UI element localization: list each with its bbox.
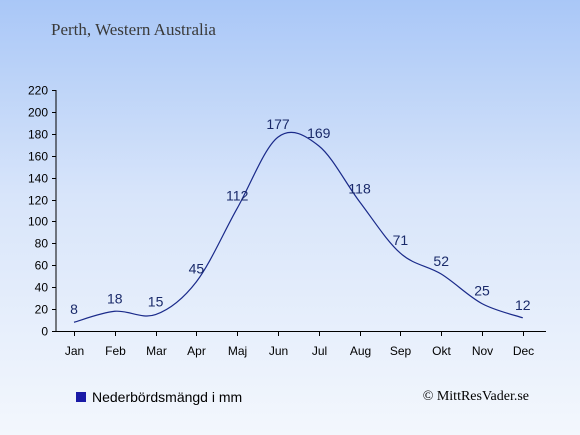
y-tick-label: 60 [35, 259, 49, 273]
data-label: 8 [70, 301, 78, 317]
y-tick-label: 40 [35, 281, 49, 295]
x-tick-label: Sep [390, 344, 412, 358]
y-tick-label: 20 [35, 303, 49, 317]
data-label: 52 [433, 253, 449, 269]
legend: Nederbördsmängd i mm [76, 389, 242, 405]
data-label: 45 [189, 261, 205, 277]
data-label: 12 [515, 297, 531, 313]
series-line [73, 131, 523, 323]
x-tick-label: Maj [228, 344, 247, 358]
y-tick-label: 200 [28, 106, 48, 120]
chart-title: Perth, Western Australia [51, 20, 216, 39]
data-label: 18 [107, 290, 123, 306]
data-label: 15 [148, 294, 164, 310]
y-tick-label: 160 [28, 150, 48, 164]
x-tick-label: Feb [105, 344, 126, 358]
y-tick-label: 100 [28, 215, 48, 229]
x-tick-label: Aug [350, 344, 371, 358]
legend-swatch [76, 392, 86, 402]
data-label: 169 [307, 125, 331, 141]
y-tick-label: 0 [41, 325, 48, 339]
legend-label: Nederbördsmängd i mm [92, 389, 243, 405]
x-tick-label: Mar [146, 344, 167, 358]
x-tick-label: Dec [513, 344, 534, 358]
y-tick-label: 120 [28, 194, 48, 208]
y-tick-label: 80 [35, 237, 49, 251]
data-label: 112 [226, 187, 249, 203]
y-tick-label: 180 [28, 128, 48, 142]
x-tick-label: Okt [432, 344, 451, 358]
y-tick-label: 140 [28, 172, 48, 186]
copyright-text: © MittResVader.se [422, 389, 529, 404]
data-label: 118 [348, 181, 371, 197]
data-label: 71 [393, 232, 409, 248]
data-label: 177 [266, 116, 290, 132]
data-label: 25 [474, 283, 490, 299]
x-tick-label: Apr [187, 344, 206, 358]
y-tick-label: 220 [28, 84, 48, 98]
x-tick-label: Jul [312, 344, 327, 358]
x-tick-label: Jun [269, 344, 288, 358]
x-tick-label: Nov [472, 344, 493, 358]
x-tick-label: Jan [65, 344, 84, 358]
